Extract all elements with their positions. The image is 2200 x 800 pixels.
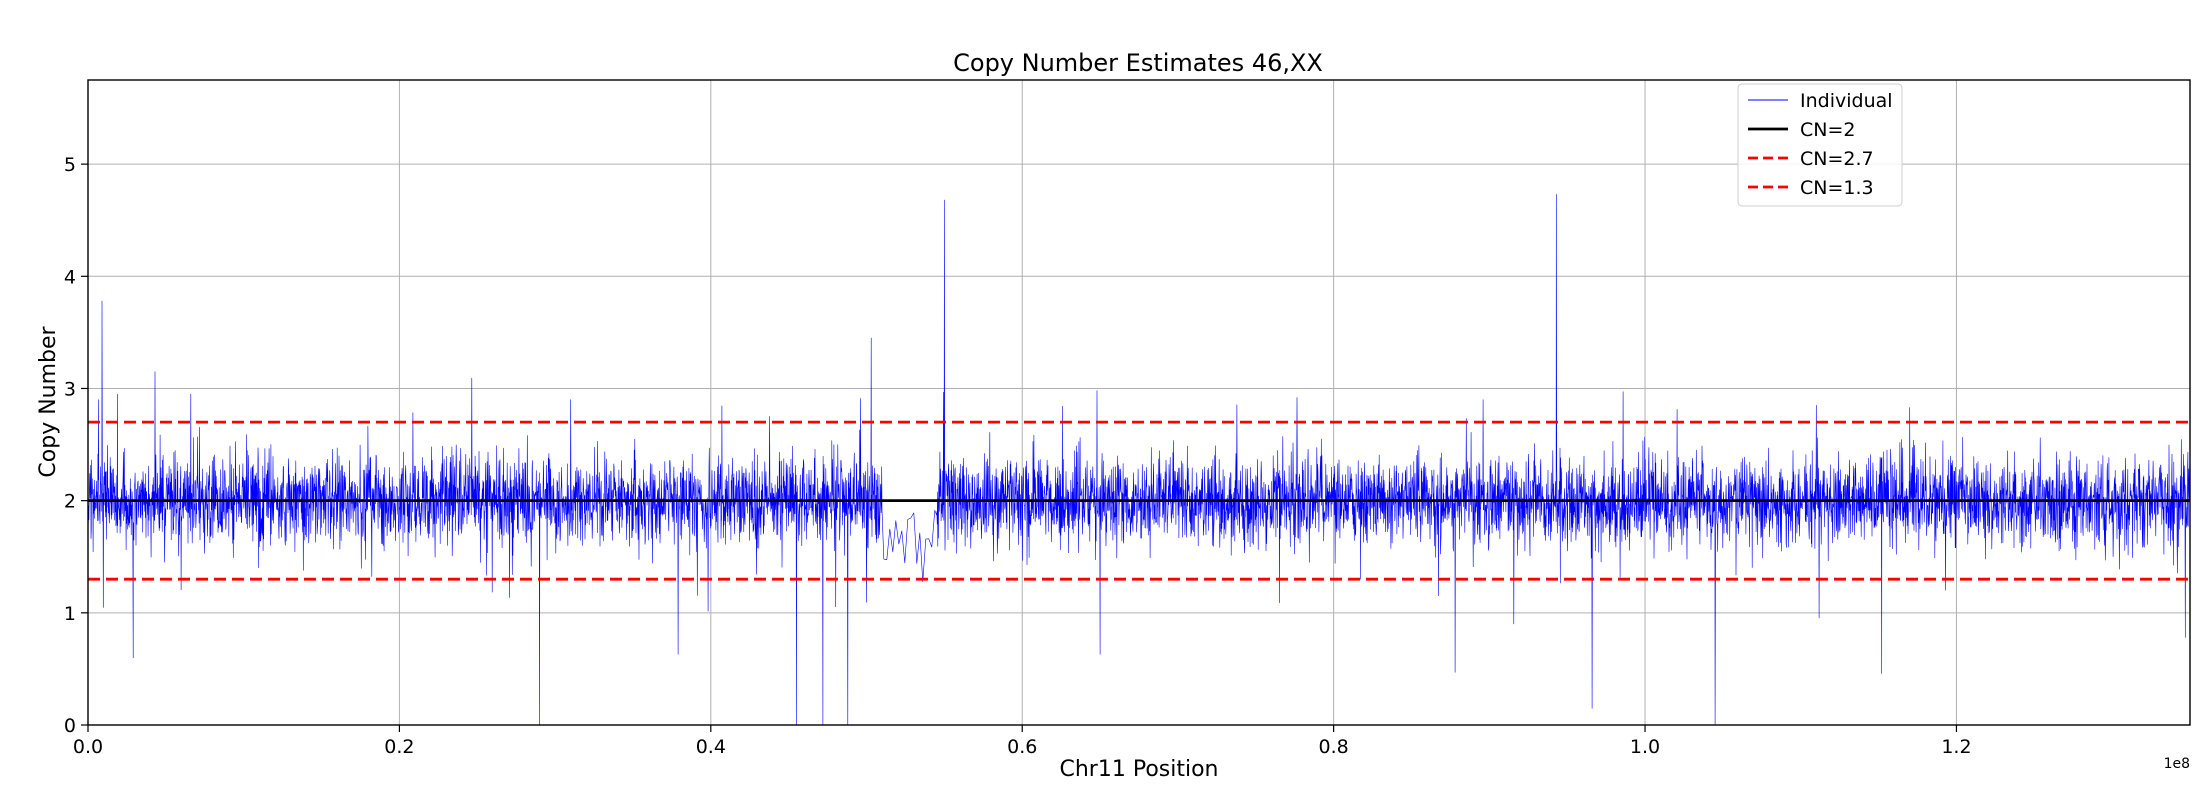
legend-label: CN=1.3 <box>1800 177 1874 199</box>
legend-label: Individual <box>1800 90 1893 112</box>
x-tick-label: 0.2 <box>384 736 414 758</box>
x-tick-label: 0.4 <box>696 736 726 758</box>
x-tick-label: 1.0 <box>1630 736 1660 758</box>
y-axis-label: Copy Number <box>36 325 61 477</box>
y-tick-label: 1 <box>64 603 76 625</box>
y-tick-label: 0 <box>64 715 76 737</box>
x-axis-offset-label: 1e8 <box>2164 756 2190 772</box>
legend-label: CN=2 <box>1800 119 1856 141</box>
series-layer <box>87 194 2191 726</box>
plot-frame <box>87 79 2191 726</box>
y-axis-ticks: 0 1 2 3 4 5 <box>64 154 88 737</box>
x-tick-label: 0.8 <box>1319 736 1349 758</box>
legend-box <box>1737 83 1903 207</box>
x-tick-label: 0.0 <box>73 736 103 758</box>
legend-label: CN=2.7 <box>1800 148 1874 170</box>
x-axis-label: Chr11 Position <box>1060 757 1219 782</box>
series-individual-line <box>87 194 2191 726</box>
legend: Individual CN=2 CN=2.7 CN=1.3 <box>1737 83 1903 207</box>
chart-title: Copy Number Estimates 46,XX <box>953 49 1323 77</box>
y-tick-label: 3 <box>64 378 76 400</box>
x-tick-label: 0.6 <box>1007 736 1037 758</box>
x-tick-label: 1.2 <box>1941 736 1971 758</box>
x-axis-ticks: 0.0 0.2 0.4 0.6 0.8 1.0 1.2 <box>73 725 1972 758</box>
y-tick-label: 5 <box>64 154 76 176</box>
y-tick-label: 4 <box>64 266 76 288</box>
y-tick-label: 2 <box>64 491 76 513</box>
